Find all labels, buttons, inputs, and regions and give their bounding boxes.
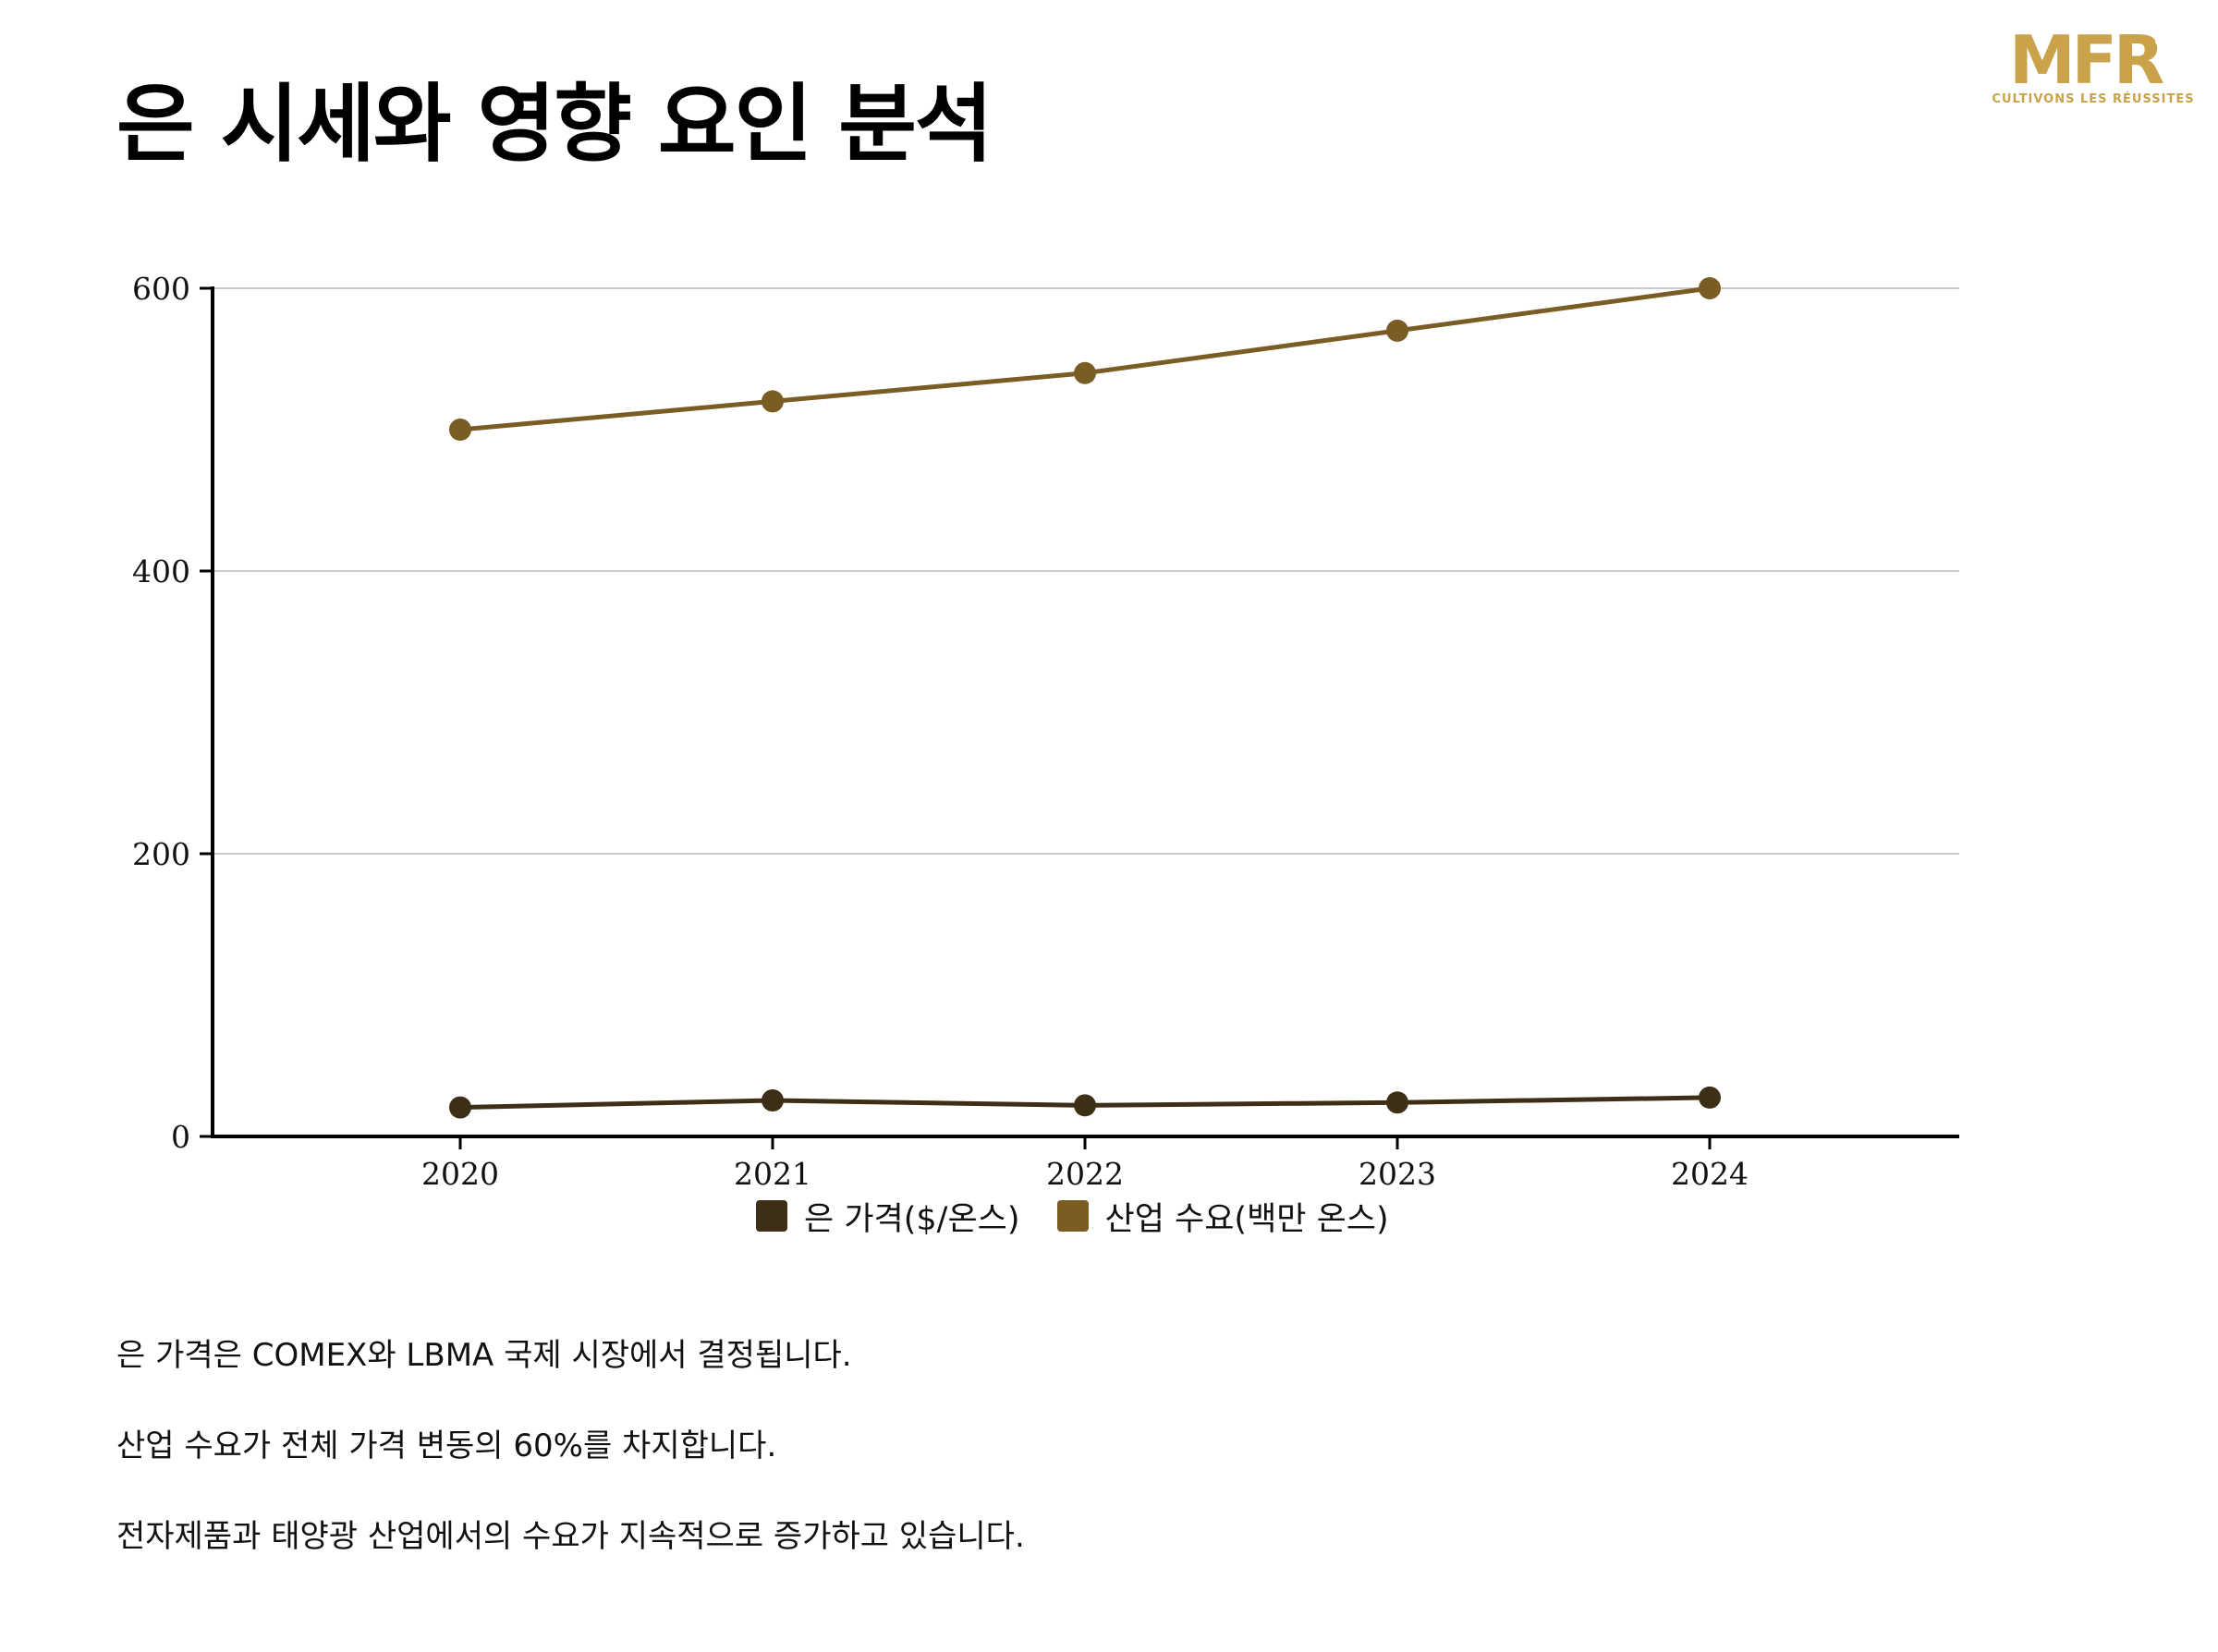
notes-section: 은 가격은 COMEX와 LBMA 국제 시장에서 결정됩니다. 산업 수요가 … (116, 1335, 2057, 1607)
series-line (459, 285, 1711, 432)
note-line: 산업 수요가 전체 가격 변동의 60%를 차지합니다. (116, 1427, 777, 1464)
chart-series (449, 277, 1721, 1119)
chart-legend: 은 가격($/온스) 산업 수요(백만 온스) (0, 1192, 2218, 1240)
data-point (449, 1096, 471, 1119)
data-point (449, 419, 471, 441)
series-0 (449, 1086, 1721, 1119)
data-point (762, 1088, 784, 1111)
y-axis: 0 200 400 600 (132, 271, 214, 1155)
legend-label: 산업 수요(백만 온스) (1104, 1200, 1389, 1238)
logo-text: MFR (2009, 28, 2163, 91)
legend-label: 은 가격($/온스) (804, 1200, 1020, 1238)
chart-gridlines (213, 287, 1959, 855)
legend-swatch (756, 1200, 787, 1232)
y-tick-label: 600 (132, 271, 190, 307)
logo: MFR CULTIVONS LES RÉUSSITES (1987, 28, 2200, 111)
data-point (1074, 1094, 1096, 1117)
x-axis: 2020 2021 2022 2023 2024 (213, 1135, 1959, 1192)
series-1 (449, 277, 1721, 441)
note-line: 은 가격은 COMEX와 LBMA 국제 시장에서 결정됩니다. (116, 1337, 852, 1374)
y-tick-label: 400 (132, 553, 190, 589)
note-line: 전자제품과 태양광 산업에서의 수요가 지속적으로 증가하고 있습니다. (116, 1518, 1025, 1555)
person-figure-icon (2155, 34, 2168, 68)
legend-item-silver-price: 은 가격($/온스) (756, 1193, 1020, 1240)
legend-swatch (1056, 1200, 1089, 1232)
legend-item-industrial-demand: 산업 수요(백만 온스) (1056, 1193, 1389, 1240)
x-tick-label: 2023 (1359, 1156, 1436, 1192)
data-point (1386, 1091, 1408, 1114)
x-tick-label: 2024 (1671, 1156, 1749, 1192)
logo-tagline: CULTIVONS LES RÉUSSITES (1992, 92, 2195, 106)
page-title: 은 시세와 영향 요인 분석 (116, 75, 993, 174)
x-tick-label: 2022 (1046, 1156, 1124, 1192)
data-point (1699, 1086, 1721, 1109)
y-tick-label: 200 (132, 836, 190, 872)
data-point (1074, 361, 1096, 384)
data-point (1699, 277, 1721, 299)
x-tick-label: 2021 (734, 1156, 811, 1192)
mfr-logo-mark: MFR (2009, 28, 2168, 91)
data-point (1386, 319, 1408, 342)
line-chart: 0 200 400 600 2020 2021 2022 2023 2024 (132, 271, 1959, 1192)
y-tick-label: 0 (171, 1119, 190, 1155)
x-tick-label: 2020 (421, 1156, 499, 1192)
data-point (762, 390, 784, 413)
